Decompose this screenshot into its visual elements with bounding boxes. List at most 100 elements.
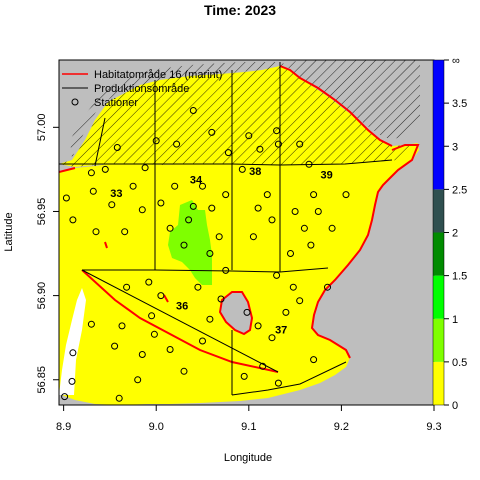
station-point (256, 145, 264, 153)
colorbar-band (433, 60, 444, 190)
hatched-area-north (70, 62, 290, 158)
station-point (268, 334, 276, 342)
station-point (68, 377, 76, 385)
station-point (141, 164, 149, 172)
station-point (157, 199, 165, 207)
station-point (208, 128, 216, 136)
station-point (129, 182, 137, 190)
station-point (296, 297, 304, 305)
station-point (113, 144, 121, 151)
y-axis: 56.85 56.90 56.95 57.00 Latitude (3, 60, 60, 405)
station-point (273, 127, 281, 135)
station-point (152, 137, 160, 145)
colorbar-tick-label: 3 (452, 141, 458, 153)
station-point (134, 376, 142, 384)
colorbar-tick-label: 1.5 (452, 271, 467, 283)
station-point (274, 140, 282, 148)
colorbar-tick-label: 0 (452, 400, 458, 412)
station-point (208, 204, 216, 212)
station-point (268, 216, 276, 224)
boundary-hatch-edge (59, 159, 393, 166)
station-point (222, 191, 230, 199)
legend-production-label: Produktionsområde (94, 83, 189, 95)
station-point (238, 165, 246, 173)
station-point (108, 201, 116, 209)
area-label: 33 (110, 188, 122, 200)
area-label: 39 (320, 169, 332, 181)
station-point (148, 312, 156, 320)
legend-habitat-label: Habitatområde 16 (marint) (94, 69, 222, 81)
station-point (101, 165, 109, 173)
colorbar: 0 0.5 1 1.5 2 2.5 3 3.5 ∞ (432, 55, 467, 412)
station-point (189, 107, 197, 114)
station-point (180, 241, 188, 249)
boundary-north-south (82, 267, 329, 273)
station-point (222, 266, 230, 274)
station-point (199, 337, 206, 345)
station-point (289, 283, 297, 291)
station-point (273, 271, 281, 279)
station-point (111, 342, 119, 350)
station-point (115, 394, 123, 402)
x-tick-label: 9.2 (334, 421, 349, 433)
colorbar-band (433, 361, 444, 405)
station-point (166, 346, 174, 353)
station-point (328, 224, 336, 232)
station-point (173, 140, 181, 148)
area-label: 36 (176, 301, 188, 313)
boundary-south-coast (231, 361, 347, 396)
colorbar-band (433, 189, 444, 233)
station-point (243, 308, 251, 316)
y-axis-label: Latitude (3, 212, 15, 251)
legend-stations-swatch (71, 98, 79, 106)
production-area-boundaries (59, 62, 393, 396)
colorbar-band (433, 318, 444, 362)
colorbar-tick-label: 3.5 (452, 98, 467, 110)
station-point (217, 295, 225, 303)
station-point (314, 208, 322, 215)
station-point (138, 351, 146, 358)
area-label: 38 (249, 166, 261, 178)
habitat-boundary (59, 65, 420, 373)
station-point (166, 224, 174, 232)
station-point (305, 160, 313, 168)
x-tick-label: 9.3 (426, 421, 441, 433)
station-point (263, 191, 271, 199)
x-tick-label: 8.9 (56, 421, 71, 433)
station-point (254, 322, 262, 330)
green-zone (168, 200, 212, 285)
station-point (92, 228, 100, 236)
station-point (300, 224, 308, 232)
station-point (310, 356, 318, 364)
colorbar-tick-label: 2.5 (452, 184, 467, 196)
station-point (171, 182, 179, 190)
station-point (87, 320, 95, 328)
colorbar-tick-label: 2 (452, 228, 458, 240)
white-margin-west (59, 288, 86, 395)
area-label: 37 (275, 324, 287, 336)
station-point (194, 283, 202, 291)
chart-title: Time: 2023 (204, 2, 276, 18)
station-point (342, 191, 350, 199)
stations (61, 107, 350, 402)
x-axis: 8.9 9.0 9.1 9.2 9.3 Longitude (56, 404, 442, 464)
station-point (310, 191, 318, 199)
station-point (287, 250, 294, 257)
station-point (259, 362, 267, 370)
station-point (138, 206, 146, 214)
colorbar-band (433, 275, 444, 319)
station-point (157, 292, 165, 300)
station-point (189, 202, 197, 210)
station-point (87, 169, 95, 177)
legend-stations-label: Stationer (94, 97, 138, 109)
station-point (282, 308, 290, 316)
station-point (199, 182, 206, 190)
x-tick-label: 9.1 (241, 421, 256, 433)
hatched-area-northeast-pattern (285, 60, 420, 140)
station-point (240, 372, 248, 380)
station-point (121, 228, 129, 236)
station-point (249, 233, 257, 241)
station-point (324, 283, 331, 291)
station-point (254, 204, 262, 212)
